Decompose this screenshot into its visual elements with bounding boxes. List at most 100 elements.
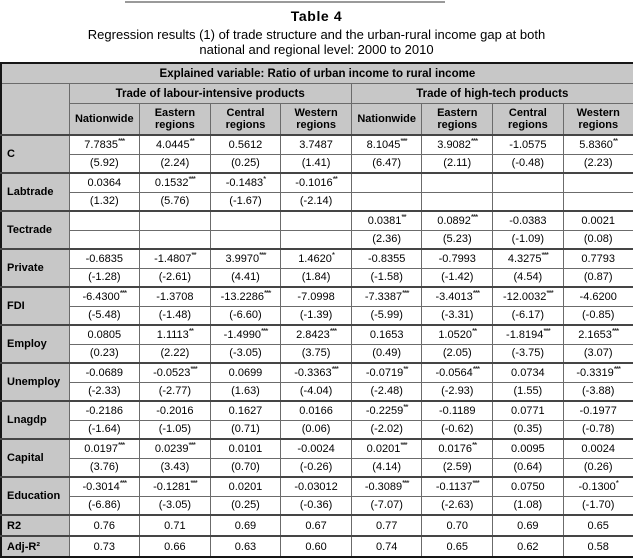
coef-cell: -0.0689 — [68, 362, 141, 383]
stat-cell: 0.70 — [421, 514, 494, 537]
coef-cell: -6.4300*** — [68, 286, 141, 307]
row-employ-tstats: (0.23) (2.22) (-3.05) (3.75) (0.49) (2.05) (-3… — [1, 343, 633, 364]
significance-stars: *** — [470, 212, 478, 222]
stat-cell: 0.74 — [350, 535, 423, 558]
coef-cell: -0.1977 — [562, 400, 633, 421]
significance-stars: *** — [264, 288, 271, 298]
coef-cell: -1.8194*** — [492, 324, 564, 345]
group-header-row: Trade of labour-intensive products Trade… — [0, 83, 633, 136]
tstat-cell: (-1.28) — [68, 267, 141, 288]
tstat-cell: (-2.61) — [139, 267, 211, 288]
significance-stars: *** — [472, 478, 479, 488]
stat-cell: 0.63 — [209, 535, 282, 558]
tstat-cell: (1.84) — [280, 267, 352, 288]
significance-stars: *** — [188, 440, 196, 450]
tstat-cell: (-4.04) — [280, 381, 352, 402]
stat-cell: 0.66 — [139, 535, 211, 558]
row-private-coefficients: Private -0.6835 -1.4807** 3.9970*** 1.4620* -… — [0, 248, 633, 288]
column-header-nationwide-labour: Nationwide — [68, 103, 141, 136]
significance-stars: ** — [191, 250, 196, 260]
table-head: Explained variable: Ratio of urban incom… — [0, 62, 633, 136]
significance-stars: *** — [613, 364, 621, 374]
coef-cell: 0.0201 — [209, 476, 282, 497]
title-line-2: national and regional level: 2000 to 201… — [199, 42, 434, 57]
significance-stars: *** — [117, 136, 125, 146]
coef-cell — [139, 210, 211, 231]
coef-cell: 2.1653*** — [562, 324, 633, 345]
coef-cell: 2.8423*** — [280, 324, 352, 345]
coef-cell: 3.7487 — [280, 134, 352, 155]
tstat-cell: (-3.75) — [492, 343, 564, 364]
coef-cell: -0.8355 — [350, 248, 423, 269]
tstat-cell: (-0.62) — [421, 419, 494, 440]
variable-label-unemploy: Unemploy — [0, 362, 70, 402]
tstat-cell: (0.25) — [209, 495, 282, 516]
significance-stars: *** — [260, 326, 268, 336]
stat-cell: 0.69 — [209, 514, 282, 537]
tstat-cell — [350, 191, 423, 212]
significance-stars: *** — [119, 288, 127, 298]
tstat-cell: (3.76) — [68, 457, 141, 478]
tstat-cell: (0.25) — [209, 153, 282, 174]
tstat-cell: (-2.93) — [421, 381, 494, 402]
tstat-cell: (-1.67) — [209, 191, 282, 212]
variable-label-c: C — [0, 134, 70, 174]
coef-cell: 3.9970*** — [209, 248, 282, 269]
coef-cell: -0.0383 — [492, 210, 564, 231]
tstat-cell: (-0.48) — [492, 153, 564, 174]
coef-cell: 4.3275*** — [492, 248, 564, 269]
tstat-cell: (-1.70) — [562, 495, 633, 516]
coef-cell: -0.1483* — [209, 172, 282, 193]
coef-cell: -0.03012 — [280, 476, 352, 497]
coef-cell: 0.0892*** — [421, 210, 494, 231]
coef-cell: 7.7835*** — [68, 134, 141, 155]
tstat-cell: (-2.33) — [68, 381, 141, 402]
coef-cell: -13.2286*** — [209, 286, 282, 307]
variable-label-labtrade: Labtrade — [0, 172, 70, 212]
coef-cell: 1.0520** — [421, 324, 494, 345]
table-title: Regression results (1) of trade structur… — [0, 27, 633, 57]
significance-stars: *** — [472, 364, 480, 374]
tstat-cell: (-2.14) — [280, 191, 352, 212]
coef-cell: -0.3089*** — [350, 476, 423, 497]
coef-cell: 0.0197*** — [68, 438, 141, 459]
corner-cell — [0, 83, 70, 136]
tstat-cell: (0.49) — [350, 343, 423, 364]
tstat-cell: (-1.05) — [139, 419, 211, 440]
tstat-cell: (-0.26) — [280, 457, 352, 478]
coef-cell: -1.4807** — [139, 248, 211, 269]
explained-variable-row: Explained variable: Ratio of urban incom… — [0, 62, 633, 84]
variable-label-tectrade: Tectrade — [0, 210, 70, 250]
significance-stars: ** — [612, 136, 618, 146]
significance-stars: ** — [471, 326, 477, 336]
tstat-cell: (-1.42) — [421, 267, 494, 288]
tstat-cell — [492, 191, 564, 212]
tstat-cell: (0.87) — [562, 267, 633, 288]
coef-cell: -1.4990*** — [209, 324, 282, 345]
coef-cell: -0.2016 — [139, 400, 211, 421]
regression-table-body: C 7.7835*** 4.0445** 0.5612 3.7487 8.1045*** 3… — [0, 134, 633, 558]
tstat-cell: (-6.60) — [209, 305, 282, 326]
tstat-cell — [562, 191, 633, 212]
column-header-western-regions-hightech: Western regions — [562, 103, 633, 136]
tstat-cell: (2.22) — [139, 343, 211, 364]
tstat-cell: (2.23) — [562, 153, 633, 174]
row-adj-r-: Adj-R² 0.73 0.66 0.63 0.60 0.74 0.65 0.62 0.58 — [0, 535, 633, 558]
coef-cell: -0.3363*** — [280, 362, 352, 383]
column-header-nationwide-hightech: Nationwide — [350, 103, 423, 136]
stat-cell: 0.65 — [562, 514, 633, 537]
coef-cell: -0.1281*** — [139, 476, 211, 497]
tstat-cell: (1.63) — [209, 381, 282, 402]
tstat-cell: (2.24) — [139, 153, 211, 174]
tstat-cell — [139, 229, 211, 250]
coef-cell: 0.0201*** — [350, 438, 423, 459]
stat-label-adj-r-: Adj-R² — [0, 535, 70, 558]
stat-cell: 0.62 — [492, 535, 564, 558]
tstat-cell: (-1.64) — [68, 419, 141, 440]
coef-cell: 0.0364 — [68, 172, 141, 193]
significance-stars: *** — [117, 440, 125, 450]
significance-stars: ** — [471, 440, 477, 450]
coef-cell: 0.0101 — [209, 438, 282, 459]
coef-cell: 0.0176** — [421, 438, 494, 459]
